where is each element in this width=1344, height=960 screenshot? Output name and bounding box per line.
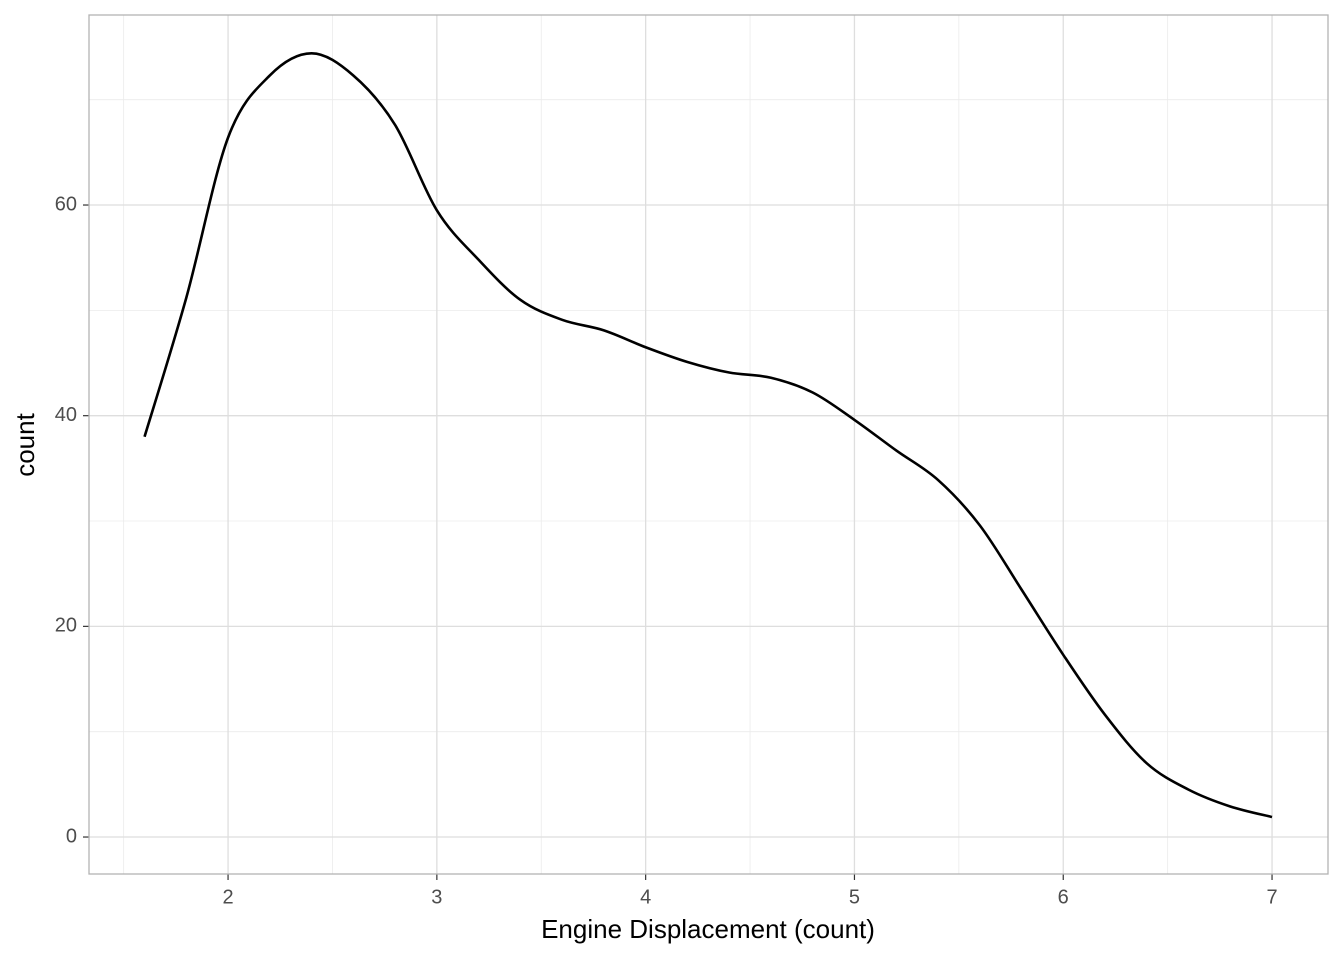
x-tick-label: 5 xyxy=(849,886,860,908)
x-tick-label: 7 xyxy=(1266,886,1277,908)
y-tick-label: 60 xyxy=(55,193,77,215)
line xyxy=(143,52,1273,819)
x-tick-label: 4 xyxy=(640,886,651,908)
x-tick-label: 3 xyxy=(431,886,442,908)
x-tick-label: 2 xyxy=(222,886,233,908)
x-tick-label: 6 xyxy=(1058,886,1069,908)
y-tick-label: 20 xyxy=(55,615,77,637)
y-tick-label: 40 xyxy=(55,404,77,426)
panel-border xyxy=(88,14,1329,875)
y-axis-title: count xyxy=(10,412,40,476)
x-axis-title: Engine Displacement (count) xyxy=(541,914,875,944)
y-tick-label: 0 xyxy=(66,825,77,847)
